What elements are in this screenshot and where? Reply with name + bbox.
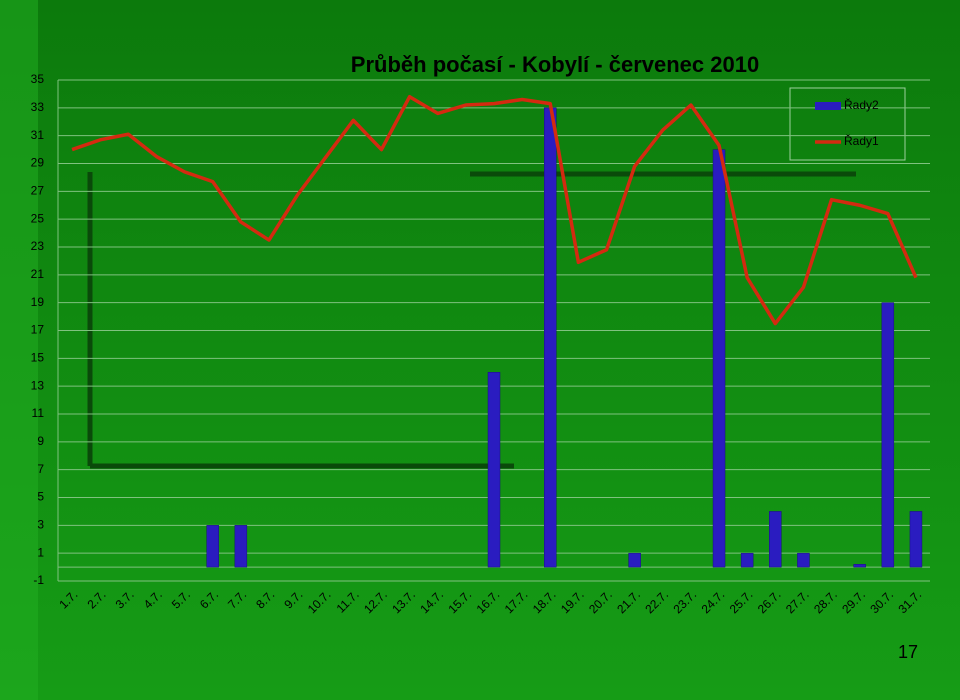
y-tick-label: 11	[32, 406, 45, 420]
decor	[0, 0, 38, 700]
y-tick-label: 27	[31, 184, 45, 198]
legend-swatch	[815, 102, 841, 110]
y-tick-label: 33	[31, 100, 45, 114]
bar	[487, 372, 501, 568]
y-tick-label: 19	[31, 295, 45, 309]
y-tick-label: -1	[33, 573, 44, 587]
y-tick-label: 7	[37, 462, 44, 476]
bar	[769, 511, 782, 568]
y-tick-label: 17	[31, 323, 45, 337]
bar	[797, 552, 810, 568]
y-tick-label: 23	[31, 239, 45, 253]
legend-label: Řady2	[844, 97, 879, 112]
line	[71, 94, 918, 326]
legend-box	[789, 87, 906, 161]
page-number: 17	[898, 642, 918, 662]
y-tick-label: 13	[31, 378, 45, 392]
bar	[881, 302, 895, 568]
y-tick-label: 21	[31, 267, 45, 281]
bar	[206, 525, 219, 568]
y-tick-label: 1	[37, 545, 44, 559]
bar	[740, 552, 754, 568]
chart-title: Průběh počasí - Kobylí - červenec 2010	[351, 52, 759, 77]
legend-label: Řady1	[844, 133, 879, 148]
bar	[909, 511, 923, 568]
y-tick-label: 15	[31, 351, 45, 365]
bar	[628, 552, 641, 568]
bar	[853, 564, 866, 568]
y-tick-label: 5	[37, 490, 44, 504]
bar	[234, 525, 248, 568]
y-tick-label: 3	[37, 518, 44, 532]
y-tick-label: 29	[31, 156, 45, 170]
y-tick-label: 31	[31, 128, 45, 142]
bar	[544, 107, 557, 568]
y-tick-label: 35	[31, 72, 45, 86]
y-tick-label: 9	[37, 434, 44, 448]
y-tick-label: 25	[31, 211, 45, 225]
bar	[712, 149, 726, 568]
